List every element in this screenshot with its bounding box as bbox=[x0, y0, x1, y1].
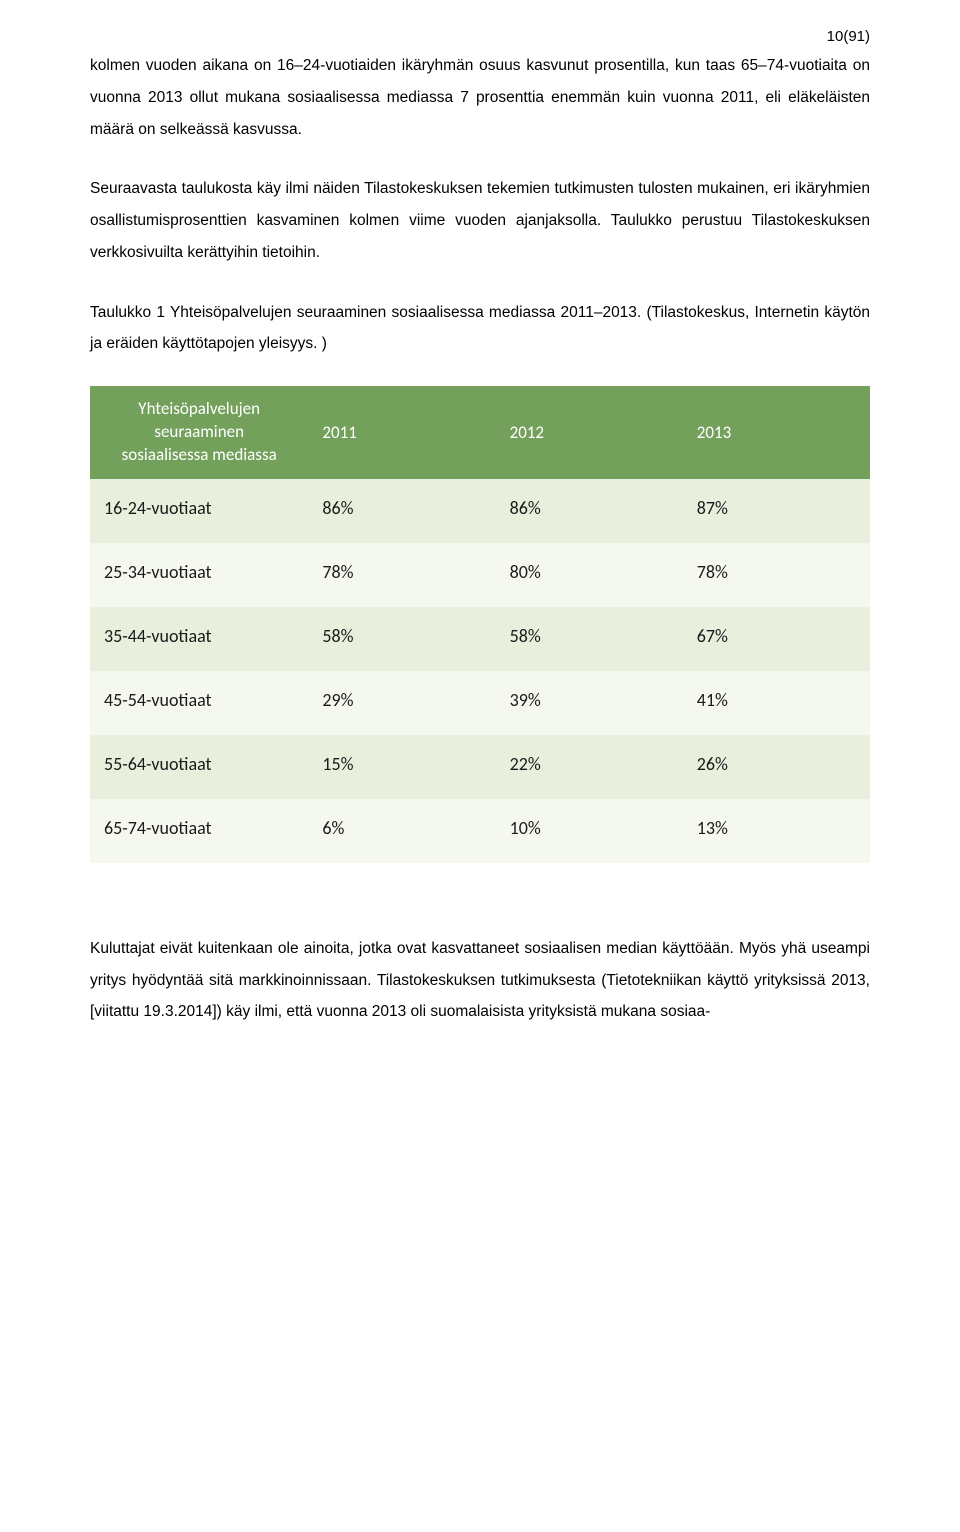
table-row-label: 55-64-vuotiaat bbox=[90, 735, 308, 799]
paragraph-3: Kuluttajat eivät kuitenkaan ole ainoita,… bbox=[90, 933, 870, 1028]
table-header-label: Yhteisöpalvelujenseuraaminensosiaalisess… bbox=[90, 386, 308, 479]
table-cell: 10% bbox=[496, 799, 683, 863]
table-cell: 13% bbox=[683, 799, 870, 863]
table-cell: 86% bbox=[496, 479, 683, 543]
document-page: 10(91) kolmen vuoden aikana on 16–24-vuo… bbox=[0, 0, 960, 1532]
table-cell: 80% bbox=[496, 543, 683, 607]
table-cell: 58% bbox=[496, 607, 683, 671]
table-row: 45-54-vuotiaat29%39%41% bbox=[90, 671, 870, 735]
table-cell: 87% bbox=[683, 479, 870, 543]
table-cell: 26% bbox=[683, 735, 870, 799]
table-cell: 15% bbox=[308, 735, 495, 799]
table-cell: 6% bbox=[308, 799, 495, 863]
data-table: Yhteisöpalvelujenseuraaminensosiaalisess… bbox=[90, 386, 870, 863]
paragraph-1: kolmen vuoden aikana on 16–24-vuotiaiden… bbox=[90, 50, 870, 145]
table-cell: 86% bbox=[308, 479, 495, 543]
header-label-line3: sosiaalisessa mediassa bbox=[122, 444, 277, 465]
table-body: 16-24-vuotiaat86%86%87%25-34-vuotiaat78%… bbox=[90, 479, 870, 863]
table-cell: 67% bbox=[683, 607, 870, 671]
table-row: 65-74-vuotiaat6%10%13% bbox=[90, 799, 870, 863]
table-column-header: 2012 bbox=[496, 386, 683, 479]
table-cell: 29% bbox=[308, 671, 495, 735]
table-row: 35-44-vuotiaat58%58%67% bbox=[90, 607, 870, 671]
table-row-label: 25-34-vuotiaat bbox=[90, 543, 308, 607]
table-row: 25-34-vuotiaat78%80%78% bbox=[90, 543, 870, 607]
table-row-label: 45-54-vuotiaat bbox=[90, 671, 308, 735]
page-number: 10(91) bbox=[827, 28, 870, 45]
paragraph-2: Seuraavasta taulukosta käy ilmi näiden T… bbox=[90, 173, 870, 268]
table-cell: 39% bbox=[496, 671, 683, 735]
header-label-line2: seuraaminen bbox=[154, 421, 244, 442]
table-cell: 78% bbox=[308, 543, 495, 607]
table-row-label: 35-44-vuotiaat bbox=[90, 607, 308, 671]
table-caption: Taulukko 1 Yhteisöpalvelujen seuraaminen… bbox=[90, 297, 870, 361]
table-row-label: 65-74-vuotiaat bbox=[90, 799, 308, 863]
table-row: 16-24-vuotiaat86%86%87% bbox=[90, 479, 870, 543]
table-column-header: 2013 bbox=[683, 386, 870, 479]
table-header-row: Yhteisöpalvelujenseuraaminensosiaalisess… bbox=[90, 386, 870, 479]
table-header: Yhteisöpalvelujenseuraaminensosiaalisess… bbox=[90, 386, 870, 479]
table-row-label: 16-24-vuotiaat bbox=[90, 479, 308, 543]
table-row: 55-64-vuotiaat15%22%26% bbox=[90, 735, 870, 799]
table-cell: 58% bbox=[308, 607, 495, 671]
table-cell: 78% bbox=[683, 543, 870, 607]
table-column-header: 2011 bbox=[308, 386, 495, 479]
header-label-line1: Yhteisöpalvelujen bbox=[138, 398, 260, 419]
table-cell: 41% bbox=[683, 671, 870, 735]
table-cell: 22% bbox=[496, 735, 683, 799]
